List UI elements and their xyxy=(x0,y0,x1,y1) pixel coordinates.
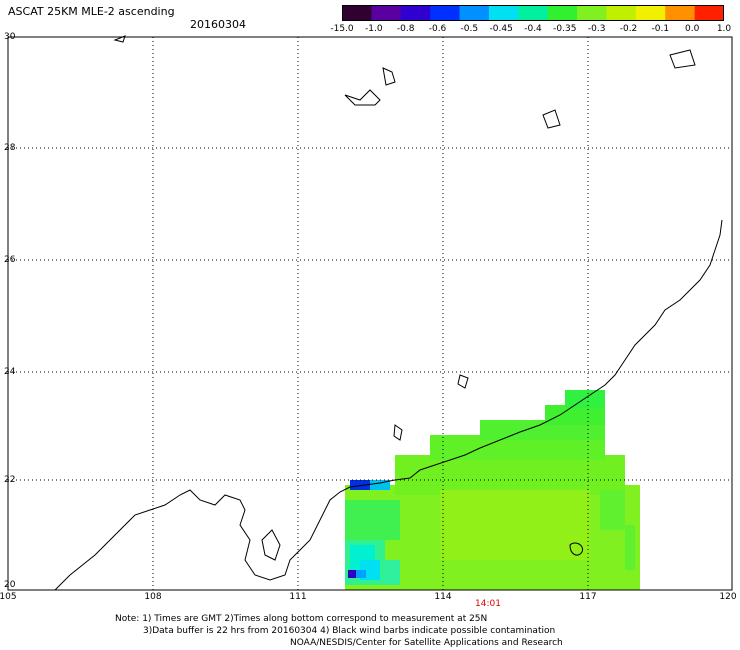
colorbar-label: 1.0 xyxy=(716,24,732,34)
colorbar-label: -0.8 xyxy=(396,24,415,34)
colorbar-label: -0.35 xyxy=(553,24,577,34)
colorbar-label: -0.3 xyxy=(587,24,606,34)
colorbar-label: 0.0 xyxy=(685,24,700,34)
wind-swath xyxy=(345,390,640,590)
colorbar-label: -0.45 xyxy=(489,24,513,34)
lon-tick-117: 117 xyxy=(579,592,597,602)
lon-tick-108: 108 xyxy=(144,592,162,602)
lat-tick-26: 26 xyxy=(4,255,16,265)
colorbar-swatch xyxy=(488,5,519,21)
lon-tick-105: 105 xyxy=(0,592,17,602)
colorbar-swatch xyxy=(518,5,549,21)
colorbar-swatch xyxy=(400,5,431,21)
pass-time-label: 14:01 xyxy=(475,599,501,609)
colorbar-label: -0.1 xyxy=(651,24,670,34)
colorbar-swatch xyxy=(694,5,724,21)
colorbar-label: -0.2 xyxy=(619,24,638,34)
lon-tick-114: 114 xyxy=(434,592,452,602)
note-line-2: 3)Data buffer is 22 hrs from 20160304 4)… xyxy=(143,626,556,636)
lat-tick-22: 22 xyxy=(4,475,16,485)
map-grid xyxy=(8,37,732,590)
map-title: ASCAT 25KM MLE-2 ascending xyxy=(8,5,175,18)
colorbar-swatch xyxy=(606,5,637,21)
colorbar-label: -15.0 xyxy=(330,24,354,34)
colorbar-swatch xyxy=(459,5,490,21)
colorbar-label: -0.6 xyxy=(428,24,447,34)
colorbar xyxy=(342,5,724,21)
map-date: 20160304 xyxy=(190,18,246,31)
colorbar-label: -1.0 xyxy=(365,24,383,34)
lat-tick-24: 24 xyxy=(4,367,16,377)
note-line-1: Note: 1) Times are GMT 2)Times along bot… xyxy=(115,614,488,624)
coastline xyxy=(54,35,723,591)
colorbar-swatch xyxy=(665,5,696,21)
colorbar-border xyxy=(342,5,724,21)
map-frame xyxy=(7,36,733,591)
colorbar-swatch xyxy=(371,5,402,21)
colorbar-labels: -15.0 -1.0 -0.8 -0.6 -0.5 -0.45 -0.4 -0.35 -0.3 -… xyxy=(330,24,732,36)
colorbar-swatch xyxy=(577,5,607,21)
colorbar-label: -0.5 xyxy=(460,24,479,34)
colorbar-swatch xyxy=(342,5,372,21)
colorbar-label: -0.4 xyxy=(524,24,542,34)
colorbar-swatch xyxy=(547,5,578,21)
lat-tick-28: 28 xyxy=(4,143,16,153)
lon-tick-120: 120 xyxy=(719,592,737,602)
note-line-3: NOAA/NESDIS/Center for Satellite Applica… xyxy=(290,638,563,648)
colorbar-swatch xyxy=(430,5,461,21)
lat-tick-20: 20 xyxy=(4,580,16,590)
colorbar-swatch xyxy=(635,5,666,21)
lon-tick-111: 111 xyxy=(289,592,307,602)
lat-tick-30: 30 xyxy=(4,32,16,42)
